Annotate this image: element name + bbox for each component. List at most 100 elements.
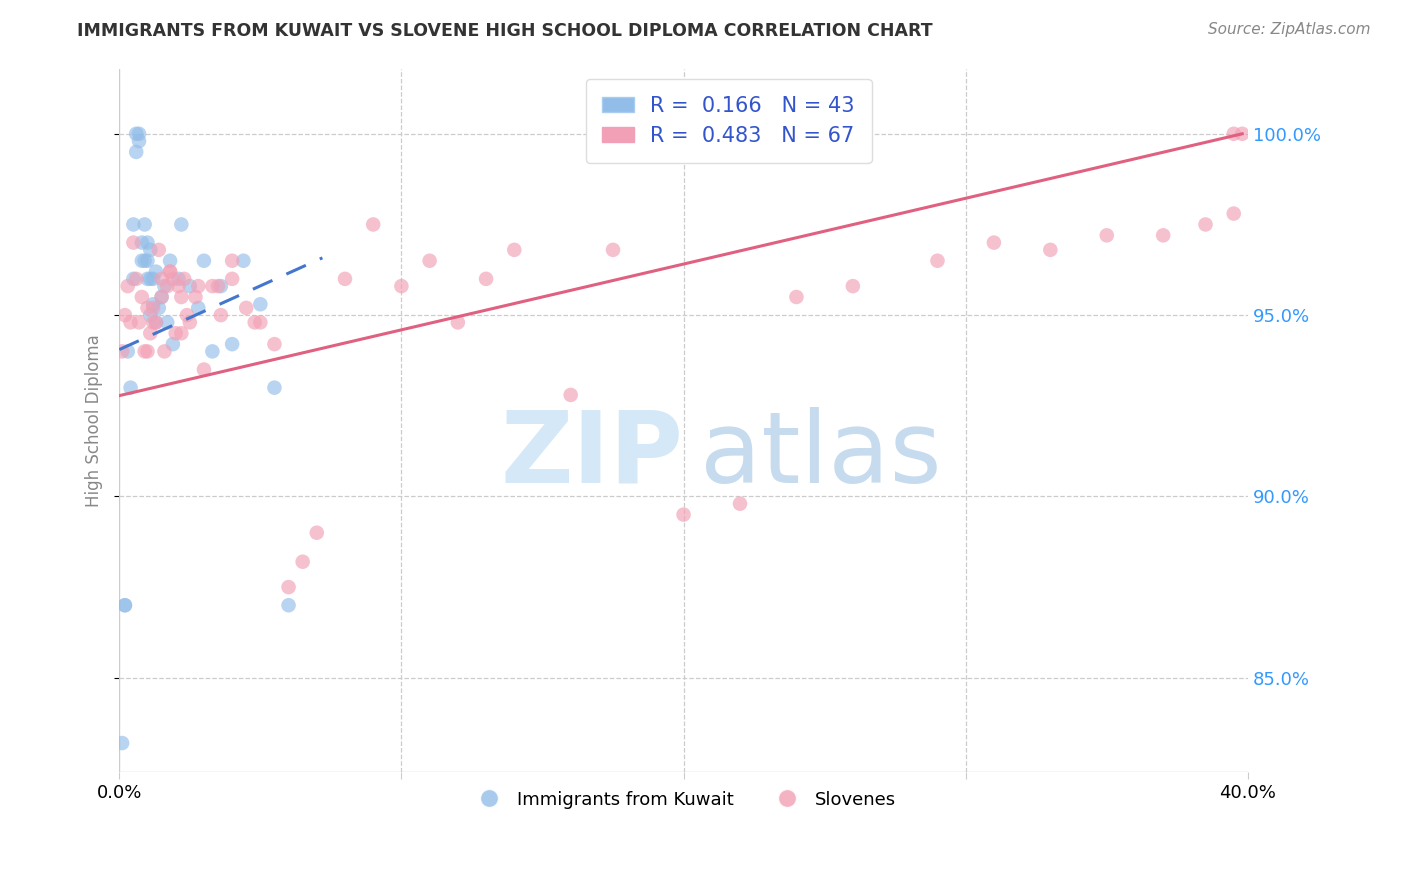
Point: [983, 235, 1005, 250]
Point: [159, 264, 181, 278]
Point: [159, 253, 181, 268]
Point: [201, 344, 224, 359]
Point: [139, 243, 162, 257]
Point: [209, 279, 232, 293]
Text: atlas: atlas: [700, 407, 942, 504]
Point: [1039, 243, 1062, 257]
Point: [419, 253, 441, 268]
Point: [167, 272, 190, 286]
Point: [263, 381, 285, 395]
Point: [148, 301, 170, 315]
Point: [277, 599, 299, 613]
Point: [136, 235, 159, 250]
Point: [128, 134, 150, 148]
Point: [142, 315, 165, 329]
Point: [150, 290, 173, 304]
Point: [602, 243, 624, 257]
Point: [162, 272, 184, 286]
Point: [179, 315, 201, 329]
Point: [142, 301, 165, 315]
Point: [785, 290, 807, 304]
Point: [111, 736, 134, 750]
Point: [136, 272, 159, 286]
Point: [235, 301, 257, 315]
Point: [201, 279, 224, 293]
Point: [134, 344, 156, 359]
Point: [114, 308, 136, 322]
Point: [391, 279, 413, 293]
Point: [447, 315, 470, 329]
Point: [122, 218, 145, 232]
Point: [159, 264, 181, 278]
Point: [142, 297, 165, 311]
Point: [125, 272, 148, 286]
Point: [153, 344, 176, 359]
Text: Source: ZipAtlas.com: Source: ZipAtlas.com: [1208, 22, 1371, 37]
Text: ZIP: ZIP: [501, 407, 683, 504]
Point: [145, 315, 167, 329]
Point: [139, 272, 162, 286]
Point: [120, 381, 142, 395]
Point: [243, 315, 266, 329]
Point: [173, 272, 195, 286]
Point: [1095, 228, 1118, 243]
Point: [209, 308, 232, 322]
Point: [291, 555, 314, 569]
Point: [193, 362, 215, 376]
Point: [162, 337, 184, 351]
Point: [232, 253, 254, 268]
Point: [111, 344, 134, 359]
Point: [475, 272, 498, 286]
Point: [277, 580, 299, 594]
Point: [1194, 218, 1216, 232]
Point: [221, 337, 243, 351]
Point: [128, 315, 150, 329]
Point: [134, 253, 156, 268]
Point: [1222, 127, 1244, 141]
Point: [221, 272, 243, 286]
Point: [503, 243, 526, 257]
Point: [125, 127, 148, 141]
Point: [187, 301, 209, 315]
Point: [176, 308, 198, 322]
Point: [136, 253, 159, 268]
Point: [142, 272, 165, 286]
Point: [249, 297, 271, 311]
Point: [150, 272, 173, 286]
Point: [187, 279, 209, 293]
Point: [131, 290, 153, 304]
Point: [333, 272, 356, 286]
Legend: Immigrants from Kuwait, Slovenes: Immigrants from Kuwait, Slovenes: [464, 783, 903, 816]
Point: [193, 253, 215, 268]
Point: [139, 308, 162, 322]
Y-axis label: High School Diploma: High School Diploma: [86, 334, 103, 507]
Point: [117, 279, 139, 293]
Point: [131, 235, 153, 250]
Point: [560, 388, 582, 402]
Point: [184, 290, 207, 304]
Point: [249, 315, 271, 329]
Point: [170, 326, 193, 341]
Point: [361, 218, 384, 232]
Point: [263, 337, 285, 351]
Point: [156, 279, 179, 293]
Point: [221, 253, 243, 268]
Point: [128, 127, 150, 141]
Point: [134, 218, 156, 232]
Point: [179, 279, 201, 293]
Point: [1152, 228, 1174, 243]
Point: [131, 253, 153, 268]
Point: [842, 279, 865, 293]
Point: [153, 279, 176, 293]
Point: [145, 264, 167, 278]
Point: [150, 290, 173, 304]
Text: IMMIGRANTS FROM KUWAIT VS SLOVENE HIGH SCHOOL DIPLOMA CORRELATION CHART: IMMIGRANTS FROM KUWAIT VS SLOVENE HIGH S…: [77, 22, 934, 40]
Point: [305, 525, 328, 540]
Point: [122, 235, 145, 250]
Point: [170, 290, 193, 304]
Point: [672, 508, 695, 522]
Point: [156, 315, 179, 329]
Point: [136, 344, 159, 359]
Point: [167, 279, 190, 293]
Point: [114, 599, 136, 613]
